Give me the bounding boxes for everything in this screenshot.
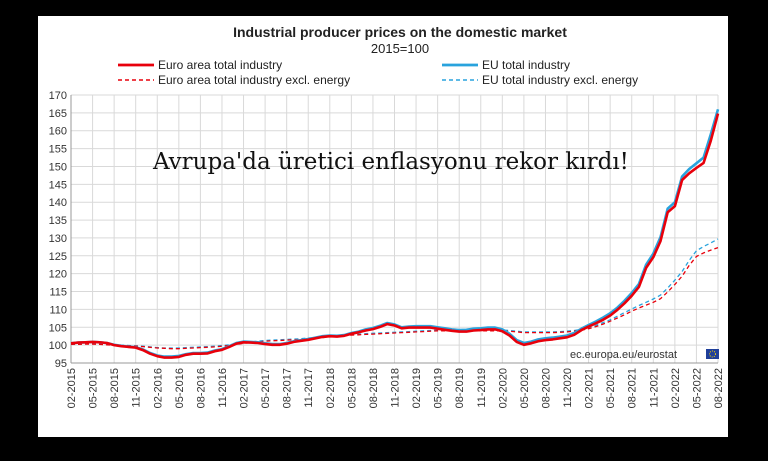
axes <box>70 95 718 364</box>
x-tick-label: 02-2022 <box>670 368 682 408</box>
y-tick-label: 120 <box>49 269 67 281</box>
x-tick-label: 02-2019 <box>411 368 423 408</box>
series-line-2 <box>71 246 719 350</box>
chart-subtitle: 2015=100 <box>371 41 429 56</box>
line-chart: 95 100 105 110 115 120 125 130 135 140 145 150 155 16… <box>49 24 725 408</box>
y-tick-label: 140 <box>49 197 67 209</box>
x-tick-label: 05-2019 <box>433 368 445 408</box>
x-tick-label: 05-2021 <box>605 368 617 408</box>
y-tick-label: 100 <box>49 340 67 352</box>
gridlines <box>70 94 719 364</box>
y-tick-label: 150 <box>49 161 67 173</box>
x-tick-label: 08-2022 <box>713 368 725 408</box>
y-axis-ticks: 95 100 105 110 115 120 125 130 135 140 145 150 155 16… <box>49 90 67 370</box>
x-tick-label: 05-2022 <box>691 368 703 408</box>
legend-label: Euro area total industry <box>158 58 282 72</box>
x-tick-label: 11-2020 <box>562 368 574 408</box>
series-lines <box>70 108 720 359</box>
y-tick-label: 130 <box>49 233 67 245</box>
x-tick-label: 11-2017 <box>303 368 315 408</box>
source-label: ec.europa.eu/eurostat <box>570 349 677 361</box>
y-tick-label: 145 <box>49 179 67 191</box>
y-tick-label: 170 <box>49 90 67 102</box>
x-tick-label: 02-2020 <box>497 368 509 408</box>
chart-title: Industrial producer prices on the domest… <box>233 24 567 40</box>
series-line-0 <box>70 113 720 359</box>
y-tick-label: 105 <box>49 322 67 334</box>
y-tick-label: 160 <box>49 126 67 138</box>
series-line-3 <box>71 238 719 349</box>
x-tick-label: 02-2015 <box>66 368 78 408</box>
x-tick-label: 02-2017 <box>239 368 251 408</box>
x-tick-label: 05-2020 <box>519 368 531 408</box>
x-tick-label: 08-2019 <box>454 368 466 408</box>
y-tick-label: 155 <box>49 144 67 156</box>
x-tick-label: 08-2018 <box>368 368 380 408</box>
y-tick-label: 125 <box>49 251 67 263</box>
x-tick-label: 05-2016 <box>174 368 186 408</box>
y-tick-label: 95 <box>55 358 67 370</box>
y-tick-label: 165 <box>49 108 67 120</box>
x-tick-label: 05-2018 <box>346 368 358 408</box>
y-tick-label: 110 <box>49 304 67 316</box>
overlay-caption: Avrupa'da üretici enflasyonu rekor kırdı… <box>153 149 629 175</box>
x-tick-label: 02-2018 <box>325 368 337 408</box>
y-tick-label: 135 <box>49 215 67 227</box>
x-tick-label: 08-2021 <box>627 368 639 408</box>
legend: Euro area total industry EU total industr… <box>118 58 638 87</box>
legend-label: Euro area total industry excl. energy <box>158 73 350 87</box>
x-tick-label: 05-2017 <box>260 368 272 408</box>
y-tick-label: 115 <box>49 287 67 299</box>
x-tick-label: 02-2016 <box>152 368 164 408</box>
x-tick-label: 08-2020 <box>540 368 552 408</box>
eu-flag-icon <box>706 349 719 359</box>
x-tick-label: 11-2015 <box>131 368 143 408</box>
x-tick-label: 08-2016 <box>195 368 207 408</box>
x-tick-label: 02-2021 <box>584 368 596 408</box>
x-tick-label: 11-2016 <box>217 368 229 408</box>
x-tick-label: 08-2017 <box>282 368 294 408</box>
x-axis-ticks: 02-2015 05-2015 08-2015 11-2015 02-2016 05-20… <box>66 368 725 408</box>
x-tick-label: 05-2015 <box>88 368 100 408</box>
x-tick-label: 11-2018 <box>390 368 402 408</box>
chart-frame: 95 100 105 110 115 120 125 130 135 140 145 150 155 16… <box>38 16 728 437</box>
legend-label: EU total industry excl. energy <box>482 73 638 87</box>
x-tick-label: 11-2019 <box>476 368 488 408</box>
x-tick-label: 11-2021 <box>648 368 660 408</box>
legend-label: EU total industry <box>482 58 570 72</box>
x-tick-label: 08-2015 <box>109 368 121 408</box>
